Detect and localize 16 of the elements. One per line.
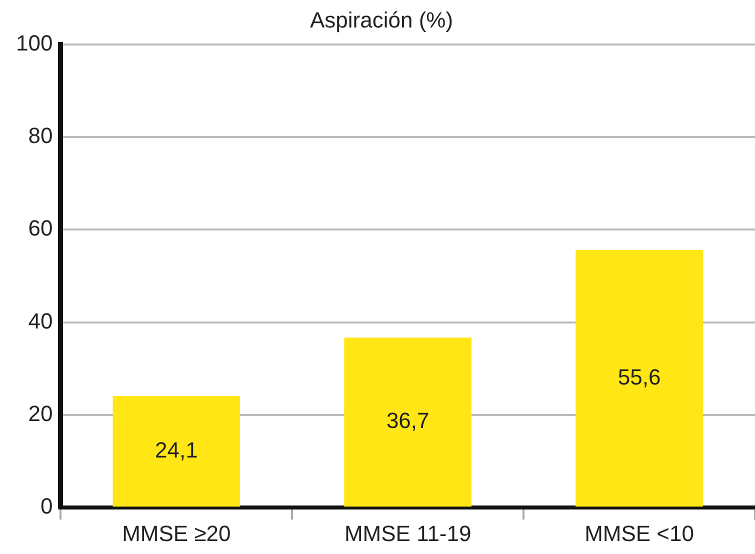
y-tick-label: 0: [40, 494, 53, 519]
x-tick-label: MMSE 11-19: [344, 520, 472, 546]
bar: [112, 396, 240, 507]
chart-title: Aspiración (%): [310, 7, 454, 32]
y-tick-label: 100: [16, 30, 53, 56]
bar: [344, 338, 472, 507]
y-tick-label: 60: [28, 216, 53, 241]
y-tick-label: 20: [28, 401, 53, 426]
y-tick-label: 40: [28, 308, 53, 334]
data-label: 55,6: [618, 364, 661, 390]
data-label: 36,7: [386, 408, 430, 434]
y-tick-label: 80: [28, 123, 53, 148]
data-label: 24,1: [155, 437, 198, 462]
bar: [576, 250, 703, 507]
x-tick-label: MMSE ≥20: [122, 520, 231, 546]
x-tick-label: MMSE <10: [584, 520, 694, 546]
